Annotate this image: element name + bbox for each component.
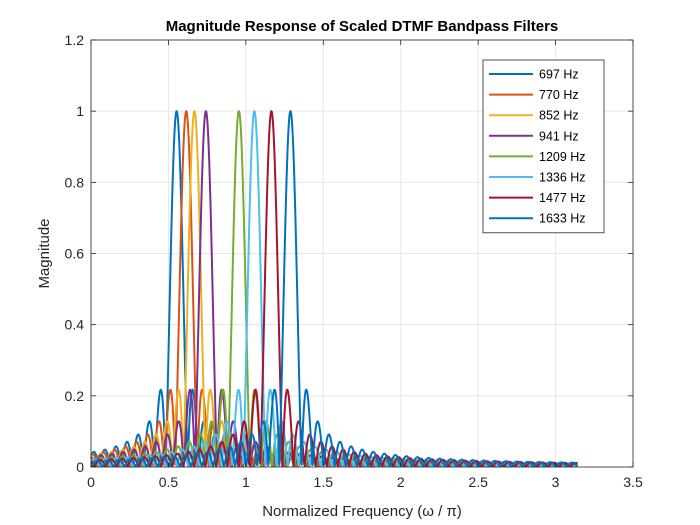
chart-title: Magnitude Response of Scaled DTMF Bandpa… <box>166 18 559 35</box>
legend-box <box>482 59 605 234</box>
x-tick-label: 2.5 <box>468 474 488 490</box>
y-tick-label: 0 <box>76 459 84 475</box>
y-axis-label: Magnitude <box>36 218 53 288</box>
tick-labels: 0 0.5 1 1.5 2 2.5 3 3.5 0 0.2 0.4 0.6 0.8 1 1.2 <box>65 32 643 490</box>
y-tick-label: 0.2 <box>65 388 85 404</box>
x-tick-label: 1.5 <box>314 474 334 490</box>
x-tick-label: 0.5 <box>159 474 179 490</box>
y-tick-label: 0.6 <box>65 246 85 262</box>
x-tick-label: 3.5 <box>623 474 643 490</box>
x-tick-label: 3 <box>552 474 560 490</box>
y-tick-label: 1.2 <box>65 32 85 48</box>
series-group <box>91 110 579 467</box>
legend-entry: 852 Hz <box>539 109 579 123</box>
x-tick-label: 0 <box>87 474 95 490</box>
legend-entry: 1336 Hz <box>539 171 586 185</box>
y-tick-label: 0.4 <box>65 317 85 333</box>
legend-entry: 770 Hz <box>539 88 579 102</box>
legend: 697 Hz 770 Hz 852 Hz 941 Hz 1209 Hz 1336 Hz 14… <box>482 59 605 234</box>
legend-entry: 1477 Hz <box>539 191 586 205</box>
legend-entry: 697 Hz <box>539 68 579 82</box>
series-line-1633-hz <box>91 110 579 467</box>
axes <box>90 39 634 468</box>
x-axis-label: Normalized Frequency (ω / π) <box>262 503 462 520</box>
y-tick-label: 1 <box>76 103 84 119</box>
y-tick-label: 0.8 <box>65 174 85 190</box>
x-tick-label: 1 <box>242 474 250 490</box>
x-tick-label: 2 <box>397 474 405 490</box>
legend-entry: 1209 Hz <box>539 150 586 164</box>
legend-entry: 1633 Hz <box>539 212 586 226</box>
legend-entry: 941 Hz <box>539 129 579 143</box>
